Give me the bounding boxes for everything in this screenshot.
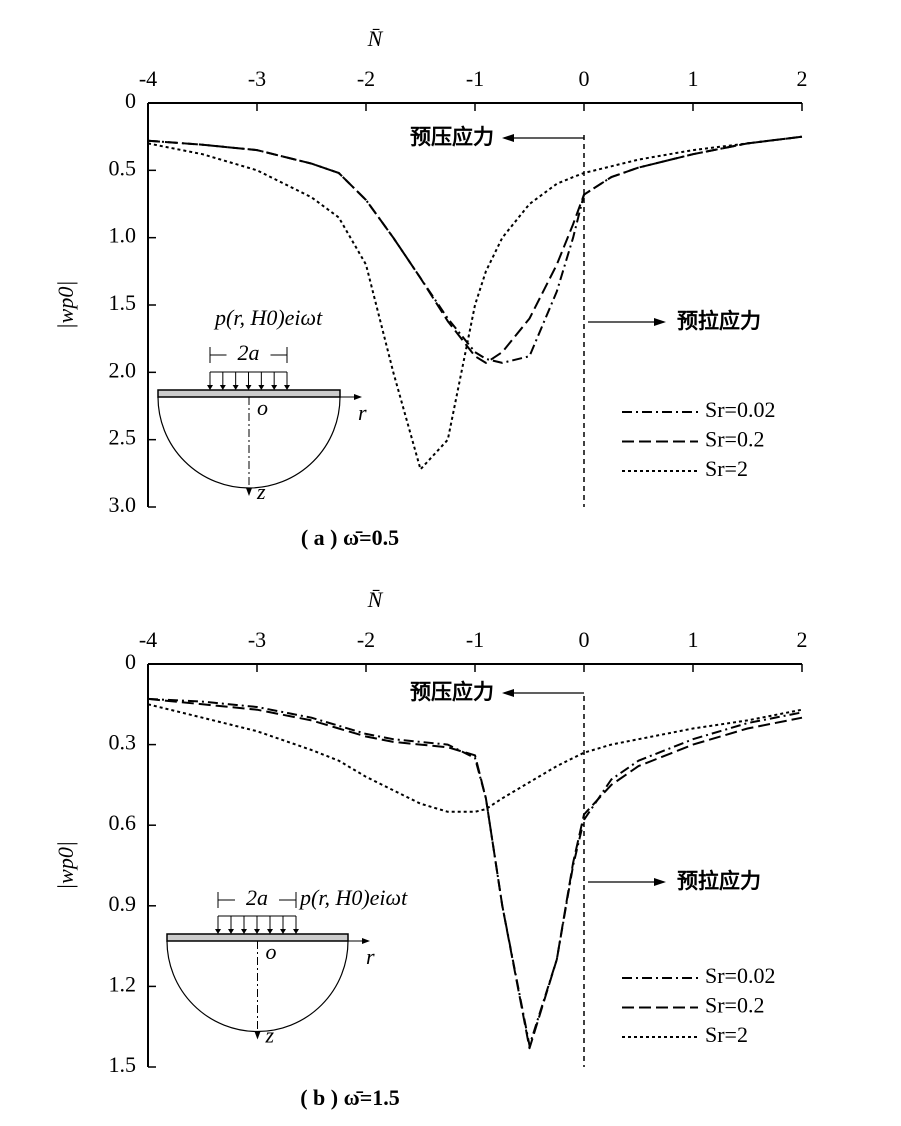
series-line: [147, 135, 803, 471]
arrow-head: [654, 318, 666, 326]
inset-label: o: [257, 395, 268, 420]
inset-load-head: [267, 929, 273, 934]
inset-label: o: [266, 939, 277, 964]
x-tick-label: 1: [688, 627, 699, 652]
x-tick-label: -2: [357, 627, 375, 652]
inset-load-head: [284, 385, 290, 390]
x-axis-label: N̄: [367, 587, 384, 612]
inset-load-head: [219, 385, 226, 390]
inset-load-head: [241, 929, 247, 934]
annotation: 预拉应力: [677, 869, 761, 893]
x-tick-label: 0: [579, 66, 590, 91]
y-tick-label: 1.5: [109, 290, 137, 315]
x-tick-label: 2: [797, 627, 808, 652]
inset-r-head: [354, 394, 362, 400]
series-line: [147, 697, 803, 1047]
annotation: 预压应力: [410, 680, 494, 704]
inset-load-head: [271, 385, 278, 390]
inset-load-head: [280, 929, 286, 934]
series-line: [147, 703, 803, 813]
y-axis-label: |wp0|: [53, 281, 78, 330]
inset-z-head: [246, 488, 252, 496]
x-tick-label: -1: [466, 627, 484, 652]
y-tick-label: 0.3: [109, 730, 137, 755]
inset-dim-bg: [235, 888, 279, 912]
y-tick-label: 2.5: [109, 425, 137, 450]
y-axis-label: |wp0|: [53, 841, 78, 890]
y-tick-label: 0.5: [109, 155, 137, 180]
legend-label: Sr=0.02: [705, 963, 775, 988]
inset-label: 2a: [246, 885, 268, 910]
inset-load-head: [215, 929, 221, 934]
x-tick-label: -4: [139, 66, 157, 91]
arrow-head: [502, 689, 514, 697]
caption: ( a ) ω̄=0.5: [301, 525, 399, 550]
caption: ( b ) ω̄=1.5: [300, 1085, 400, 1110]
inset-load-head: [245, 385, 252, 390]
inset-load-head: [293, 929, 299, 934]
y-tick-label: 1.5: [109, 1052, 137, 1077]
annotation: 预拉应力: [677, 309, 761, 333]
inset-label: z: [256, 479, 266, 504]
inset-load-head: [258, 385, 265, 390]
legend-label: Sr=2: [705, 456, 748, 481]
series-line: [147, 135, 803, 364]
y-tick-label: 1.2: [109, 971, 137, 996]
inset-load-head: [228, 929, 234, 934]
arrow-head: [502, 134, 514, 142]
inset-halfspace: [157, 396, 341, 489]
inset-load-head: [254, 929, 260, 934]
x-tick-label: -4: [139, 627, 157, 652]
x-tick-label: 1: [688, 66, 699, 91]
inset-plate: [166, 933, 349, 942]
inset-label: r: [358, 400, 367, 425]
y-tick-label: 0: [125, 88, 136, 113]
legend-label: Sr=0.02: [705, 397, 775, 422]
x-tick-label: -3: [248, 627, 266, 652]
x-tick-label: -1: [466, 66, 484, 91]
x-tick-label: -3: [248, 66, 266, 91]
y-tick-label: 0: [125, 649, 136, 674]
inset-plate: [157, 389, 341, 398]
inset-z-head: [254, 1031, 261, 1040]
legend-label: Sr=0.2: [705, 427, 764, 452]
x-axis-label: N̄: [367, 26, 384, 51]
inset-r-head: [362, 938, 370, 944]
inset-label: p(r, H0)eiωt: [298, 885, 408, 910]
arrow-head: [654, 878, 666, 886]
y-tick-label: 2.0: [109, 357, 137, 382]
inset-label: p(r, H0)eiωt: [213, 305, 323, 330]
inset-dim-bg: [226, 343, 271, 367]
inset-label: 2a: [238, 340, 260, 365]
legend-label: Sr=0.2: [705, 993, 764, 1018]
y-tick-label: 1.0: [109, 223, 137, 248]
x-tick-label: -2: [357, 66, 375, 91]
series-line: [147, 697, 803, 1050]
inset-label: z: [265, 1023, 275, 1048]
annotation: 预压应力: [410, 125, 494, 149]
x-tick-label: 0: [579, 627, 590, 652]
y-tick-label: 3.0: [109, 492, 137, 517]
legend-label: Sr=2: [705, 1022, 748, 1047]
x-tick-label: 2: [797, 66, 808, 91]
inset-label: r: [366, 944, 375, 969]
inset-load-head: [232, 385, 239, 390]
inset-load-head: [207, 385, 213, 390]
y-tick-label: 0.9: [109, 891, 137, 916]
y-tick-label: 0.6: [109, 810, 137, 835]
